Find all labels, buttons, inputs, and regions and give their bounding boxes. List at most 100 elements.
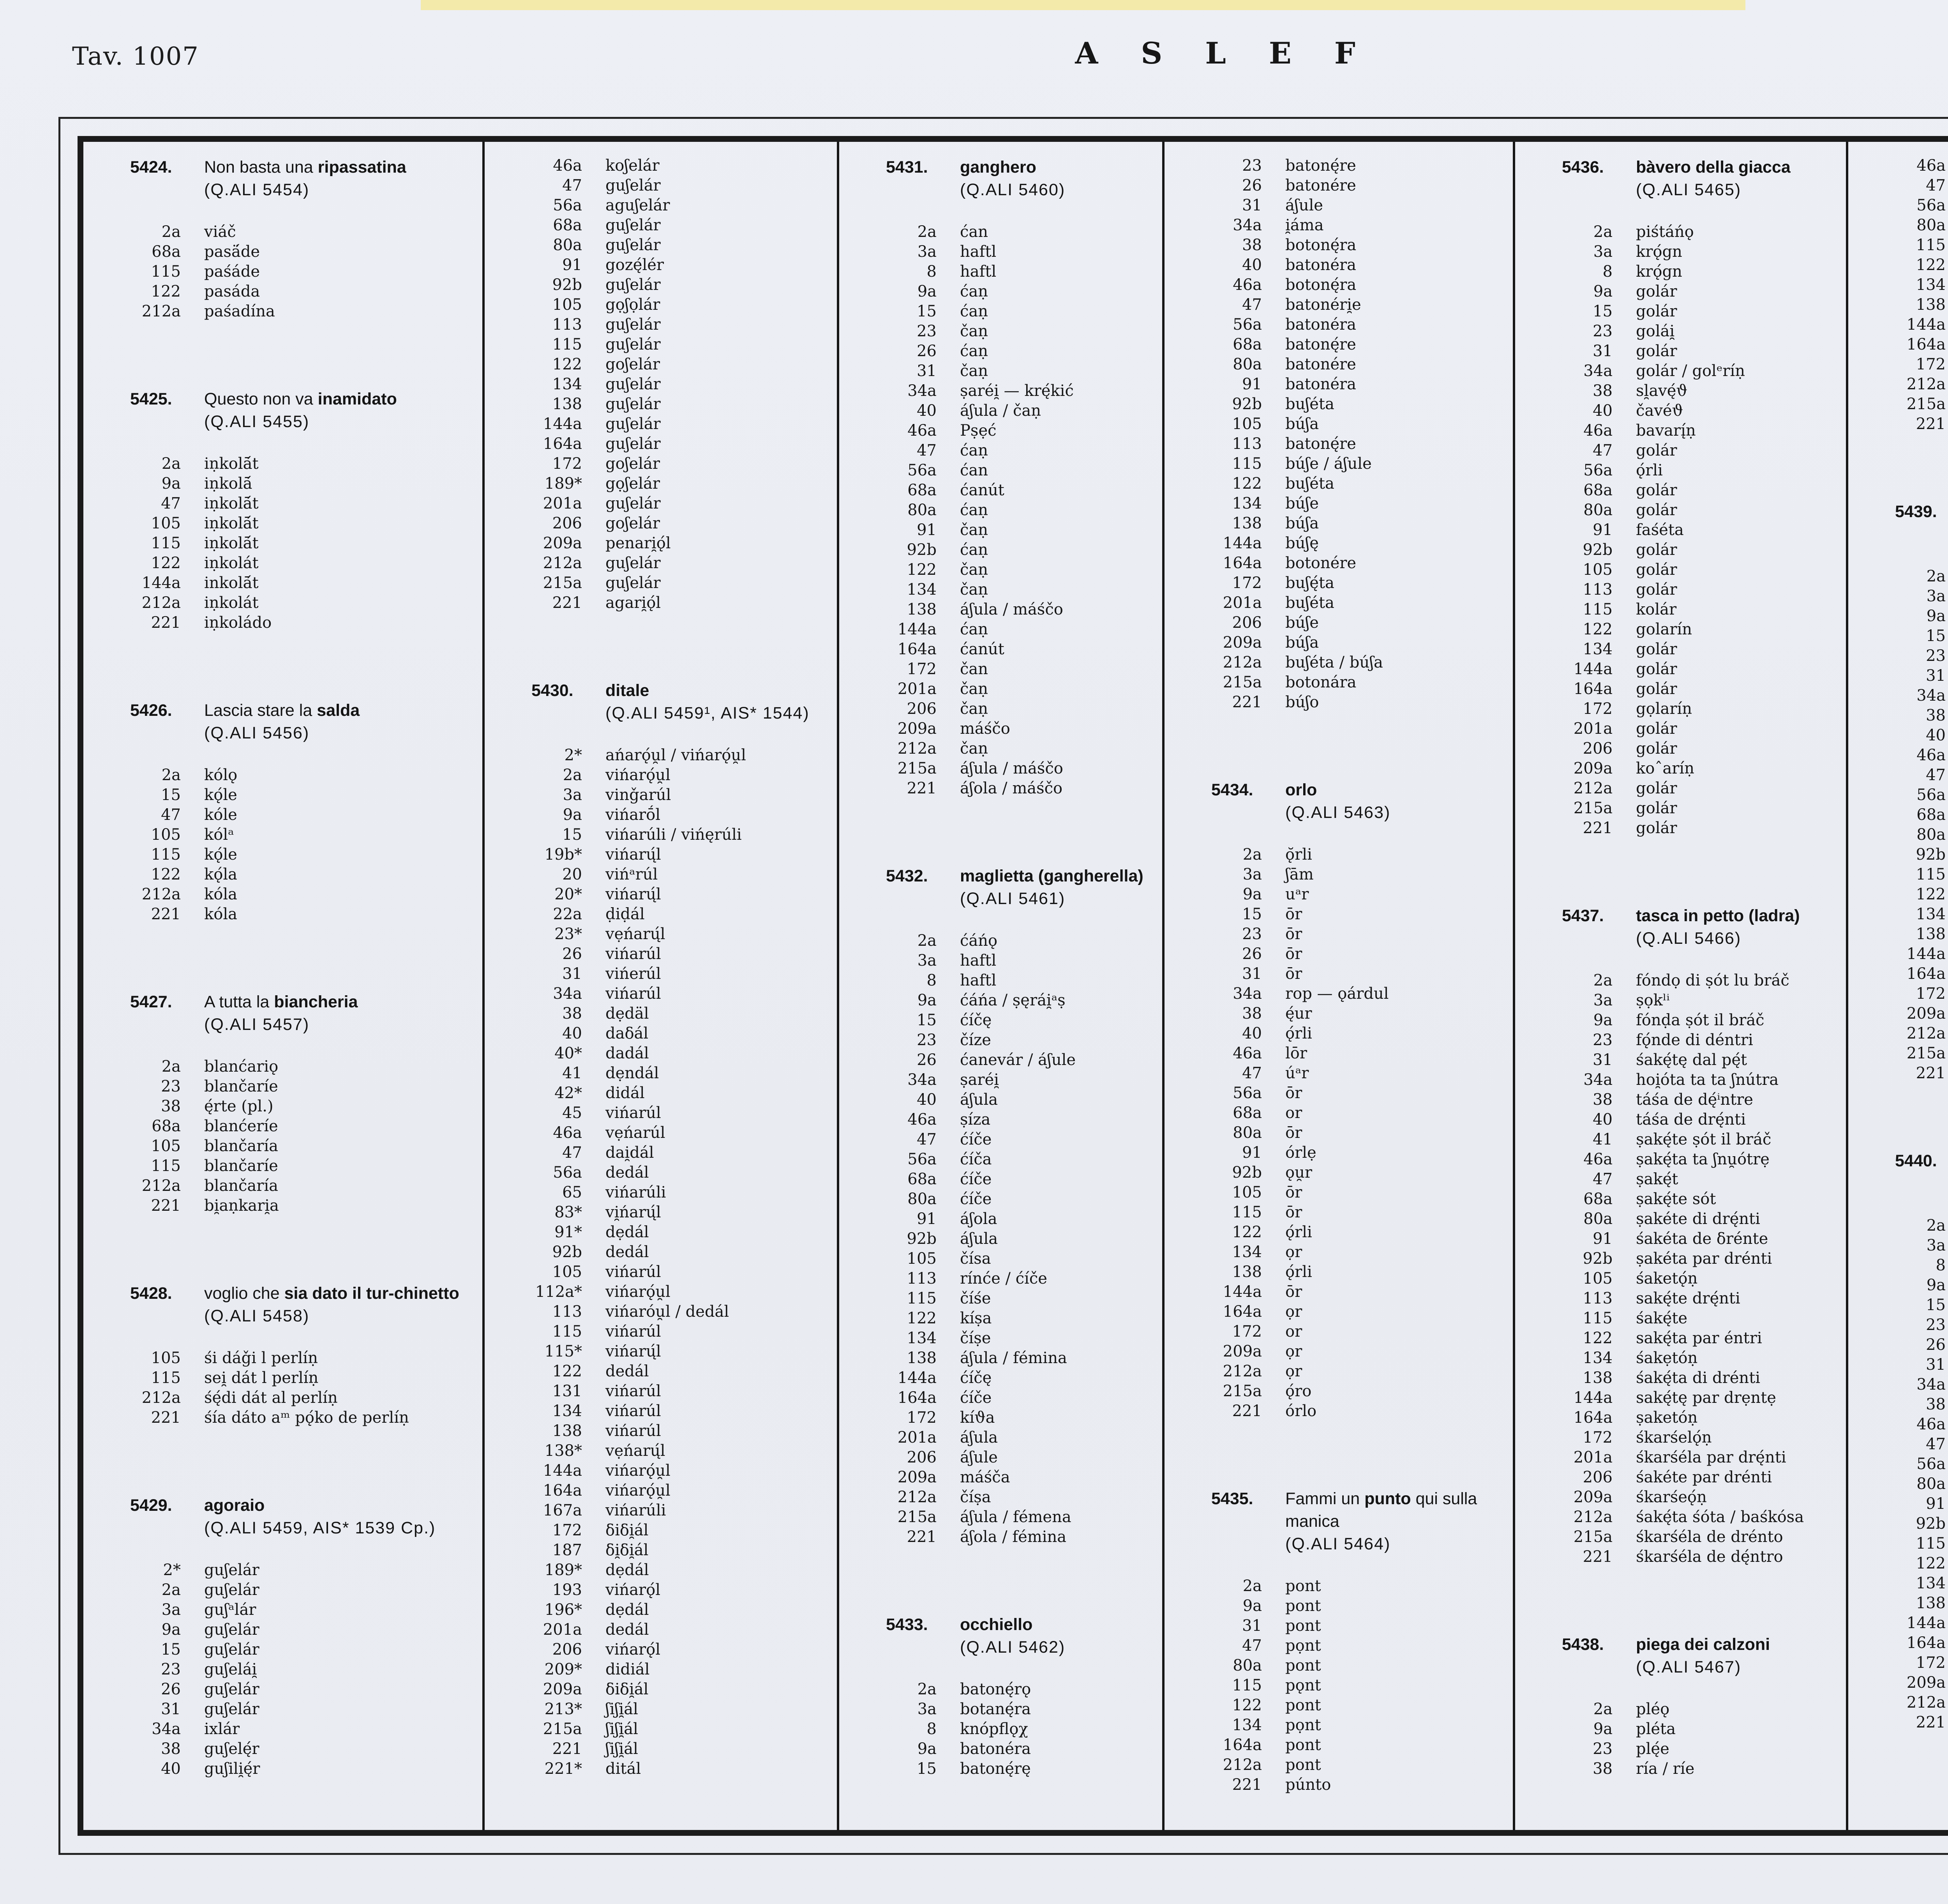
dialect-row: 38 guʃelę́r [83,1739,475,1759]
dialect-row: 115 kǫ́le [83,845,475,865]
scan-edge-strip [421,0,1745,10]
location-code: 2a [1593,971,1613,989]
location-code: 122 [1232,475,1262,493]
dialect-form: sei̯ dát l perlíṇ [204,1369,319,1387]
dialect-row: 31 golár [1515,341,1839,361]
location-code: 172 [1916,985,1946,1003]
dialect-form: guʃelár [605,177,661,194]
frame-outer: 5424. Non basta una ripassatina (Q.ALI 545… [58,117,1948,1855]
dialect-row: 40 batonéra [1165,255,1506,275]
dialect-row: 23 fǫ́nde di déntri [1515,1030,1839,1050]
dialect-row: 92b ǫu̯r [1165,1163,1506,1183]
dialect-form: buʃę́ta [1285,574,1334,592]
dialect-form: golár [1636,660,1677,678]
entry-title-keyword: maglietta (gangherella) [960,867,1143,885]
dialect-form: batonę́re [1285,336,1356,353]
dialect-row: 134 śakẹtóṇ [1515,1348,1839,1368]
location-code: 46a [553,1124,582,1142]
dialect-row: 201a guʃelár [485,494,830,514]
location-code: 209a [1906,1674,1946,1692]
location-code: 122 [1916,256,1946,274]
dialect-row: 23mákine da kuʃí [1848,1315,1948,1335]
location-code: 105 [907,1250,937,1268]
dialect-form: pont [1285,1696,1321,1714]
location-code: 23 [161,1077,181,1095]
entry-heading: 5427. A tutta la biancheria (Q.ALI 5457) [83,991,475,1036]
dialect-form: búʃe [1285,495,1319,512]
dialect-form: ćaṇ [960,342,988,360]
location-code: 164a [1573,1409,1613,1427]
dialect-form: čaṇ [960,561,988,579]
dialect-form: bavarį́ṇ [1636,422,1696,440]
dialect-form: dai̯dál [605,1144,654,1162]
location-code: 91 [1242,375,1262,393]
dialect-form: gọʃọlár [605,296,660,314]
entry-title-keyword: punto [1364,1489,1411,1508]
dialect-form: śi dáǧi l perlíṇ [204,1349,318,1367]
dialect-row: 3a vinǧarúl [485,785,830,805]
location-code: 206 [1583,1468,1613,1486]
dialect-form: vińarǫ́l [605,1581,660,1599]
dialect-form: kóle [204,806,237,824]
location-code: 209a [897,1468,937,1486]
dialect-row: 23* vẹńarų́l [485,924,830,944]
location-code: 92b [907,1230,937,1248]
location-code: 221 [151,1409,181,1427]
dialect-form: δiδi̯ál [605,1521,649,1539]
dialect-form: dedál [605,1243,649,1261]
location-code: 134 [1916,1574,1946,1592]
location-code: 138 [1232,1263,1262,1281]
dialect-row: 134 čaṇ [839,580,1155,600]
location-code: 31 [1242,196,1262,214]
column-2: 46a koʃelár 47 guʃelár 56a aguʃelár 68a guʃelár… [485,142,839,1830]
dialect-form: guʃelár [605,216,661,234]
dialect-form: golár [1636,640,1677,658]
location-code: 215a [1906,1044,1946,1062]
location-code: 212a [141,594,181,612]
dialect-row: 115 guʃelár [485,335,830,355]
entry-5440: 5440.macchina da cucire(Q.ALI 5469) 2amák… [1848,1150,1948,1733]
dialect-row: 92b guʃelár [485,275,830,295]
location-code: 40 [562,1024,582,1042]
dialect-form: ćaṇ [960,501,988,519]
dialect-row: 164a pont [1165,1735,1506,1755]
dialect-form: aguʃelár [605,196,670,214]
dialect-row: 215a áʃula / máśčo [839,759,1155,779]
dialect-row: 115 sei̯ dát l perlíṇ [83,1368,475,1388]
dialect-form: knópflǫχ [960,1720,1028,1738]
location-code: 209a [1223,634,1262,652]
location-code: 2a [917,932,937,950]
entry-rows: 2a batonę́rǫ 3a botanę́ra 8 knópflǫχ 9a batonér… [839,1680,1155,1779]
location-code: 221 [1232,1776,1262,1794]
location-code: 209a [1906,1005,1946,1023]
dialect-row: 105 śi dáǧi l perlíṇ [83,1348,475,1368]
dialect-form: kǫ́le [204,846,237,864]
entry-number: 5424. [130,158,172,177]
dialect-row: 26mákińe di guʃí [1848,1335,1948,1355]
dialect-form: guʃelár [605,495,661,512]
location-code: 212a [1573,1508,1613,1526]
dialect-row: 26 batonére [1165,176,1506,196]
dialect-row: 144a vińarǫ́u̯l [485,1461,830,1481]
location-code: 221 [151,614,181,632]
location-code: 9a [161,475,181,493]
dialect-row: 131 vińarúl [485,1381,830,1401]
dialect-row: 56a aguʃelár [485,196,830,215]
dialect-row: 47 dai̯dál [485,1143,830,1163]
location-code: 47 [1242,1064,1262,1082]
entry-title-keyword: biancheria [274,993,358,1011]
location-code: 115 [1232,1203,1262,1221]
dialect-row: 196* dẹdál [485,1600,830,1620]
dialect-row: 15 guʃelár [83,1640,475,1660]
dialect-form: blančaríe [204,1077,278,1095]
location-code: 22a [553,905,582,923]
dialect-form: vẹńarų́l [605,925,665,943]
dialect-form: ćaṇ [960,442,988,459]
entry-title: voglio che sia dato il tur-chinetto [204,1282,475,1305]
location-code: 40* [554,1044,582,1062]
location-code: 15 [161,786,181,804]
location-code: 91 [1926,1495,1946,1513]
location-code: 31 [1593,342,1613,360]
dialect-row: 3agríspa [1848,586,1948,606]
dialect-form: búʃe [1285,614,1319,632]
